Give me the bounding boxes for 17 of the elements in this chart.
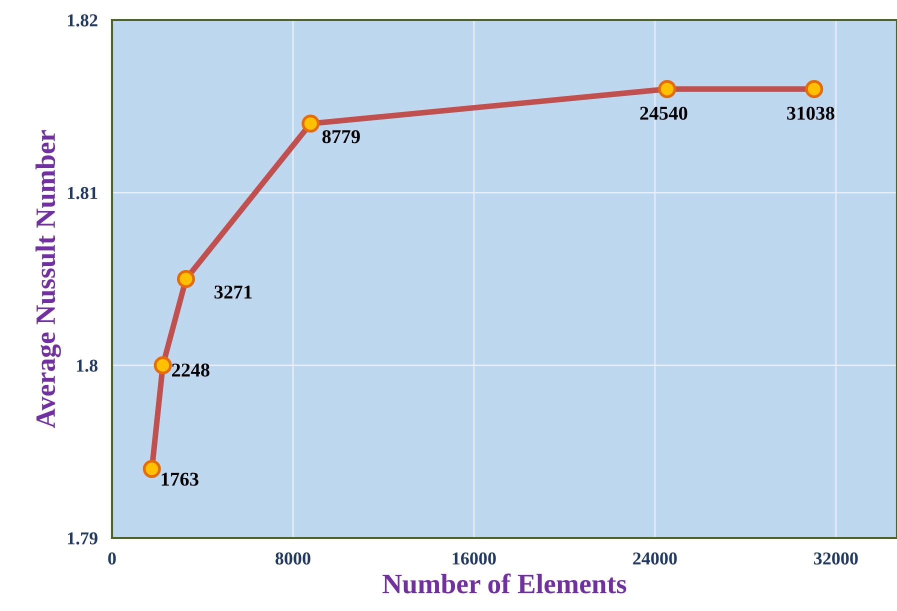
y-axis-title: Average Nussult Number	[36, 130, 61, 428]
y-tick-label: 1.82	[68, 14, 98, 27]
y-tick-label: 1.79	[68, 532, 98, 545]
annotation: 31038	[787, 106, 834, 120]
y-tick-label: 1.81	[68, 186, 98, 200]
x-axis-title: Number of Elements	[382, 574, 626, 594]
x-tick-label: 24000	[633, 552, 677, 565]
annotation: 24540	[640, 106, 688, 120]
y-tick-label: 1.8	[76, 360, 98, 372]
annotation: 3271	[214, 286, 252, 299]
annotation: 2248	[172, 364, 210, 377]
x-tick-label: 0	[108, 552, 116, 565]
x-tick-label: 8000	[276, 552, 310, 565]
annotation: 8779	[322, 130, 360, 144]
x-tick-label: 16000	[452, 552, 496, 565]
x-tick-label: 32000	[814, 552, 858, 565]
annotation: 1763	[162, 472, 198, 486]
